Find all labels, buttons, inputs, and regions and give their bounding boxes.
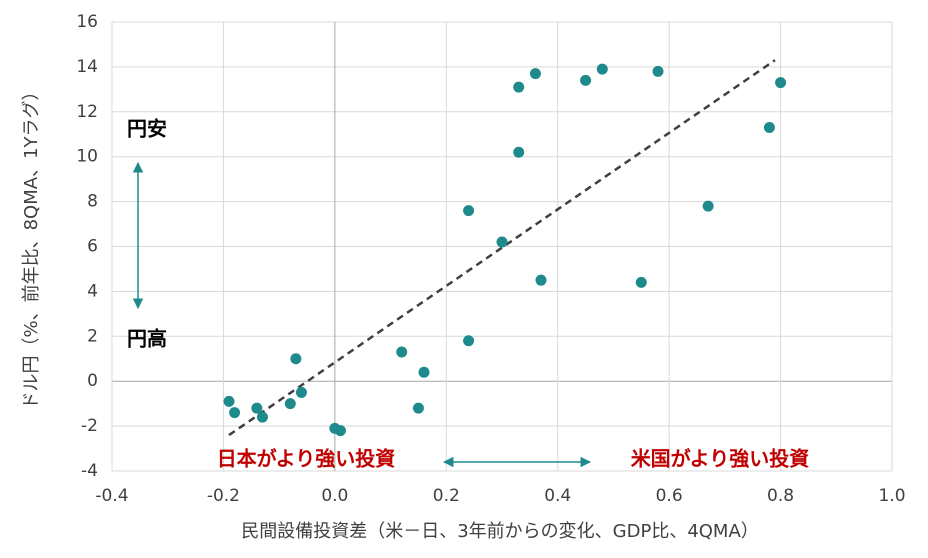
marks (223, 59, 787, 437)
y-tick-label: -2 (81, 416, 98, 436)
x-tick-label: -0.2 (207, 486, 240, 506)
annotation: 円安 (127, 117, 167, 141)
point (463, 335, 475, 347)
point (513, 146, 525, 158)
y-tick-label: -4 (81, 461, 98, 481)
annotation: 円高 (127, 327, 167, 351)
point (256, 411, 268, 423)
y-tick-label: 6 (87, 237, 98, 257)
x-axis-title: 民間設備投資差（米－日、3年前からの変化、GDP比、4QMA） (241, 521, 759, 542)
y-axis-title: ドル円（%、前年比、8QMA、1Yラグ） (21, 82, 42, 409)
y-tick-label: 2 (87, 326, 98, 346)
point (652, 65, 664, 77)
point (763, 122, 775, 134)
point (290, 353, 302, 365)
point (635, 276, 647, 288)
point (295, 386, 307, 398)
point (535, 274, 547, 286)
point (463, 205, 475, 217)
x-tick-label: -0.4 (95, 486, 128, 506)
point (580, 74, 592, 86)
y-tick-label: 4 (87, 281, 98, 301)
point (251, 402, 263, 414)
point (418, 366, 430, 378)
x-tick-label: 0.4 (544, 486, 571, 506)
point (529, 68, 541, 80)
y-tick-label: 14 (76, 57, 98, 77)
point (229, 407, 241, 419)
point (513, 81, 525, 93)
trend-line (228, 59, 776, 437)
y-tick-label: 8 (87, 192, 98, 212)
point (284, 398, 296, 410)
point (412, 402, 424, 414)
annotation: 日本がより強い投資 (217, 447, 396, 471)
y-tick-label: 10 (76, 147, 98, 167)
y-tick-label: 12 (76, 102, 98, 122)
point (596, 63, 608, 75)
x-tick-label: 0.6 (656, 486, 683, 506)
grid: -4 -2 0 2 4 6 8 10 12 14 16 -0.4 -0.2 0.0 0.2 0.4 0.6 0.8… (76, 12, 905, 506)
point (496, 236, 508, 248)
annotation: 米国がより強い投資 (631, 447, 810, 471)
x-tick-label: 0.0 (321, 486, 348, 506)
y-tick-label: 0 (87, 371, 98, 391)
point (702, 200, 714, 212)
point (334, 425, 346, 437)
x-tick-label: 0.2 (433, 486, 460, 506)
point (223, 395, 235, 407)
x-tick-label: 1.0 (878, 486, 905, 506)
x-tick-label: 0.8 (767, 486, 794, 506)
point (775, 77, 787, 89)
point (396, 346, 408, 358)
y-tick-label: 16 (76, 12, 98, 32)
